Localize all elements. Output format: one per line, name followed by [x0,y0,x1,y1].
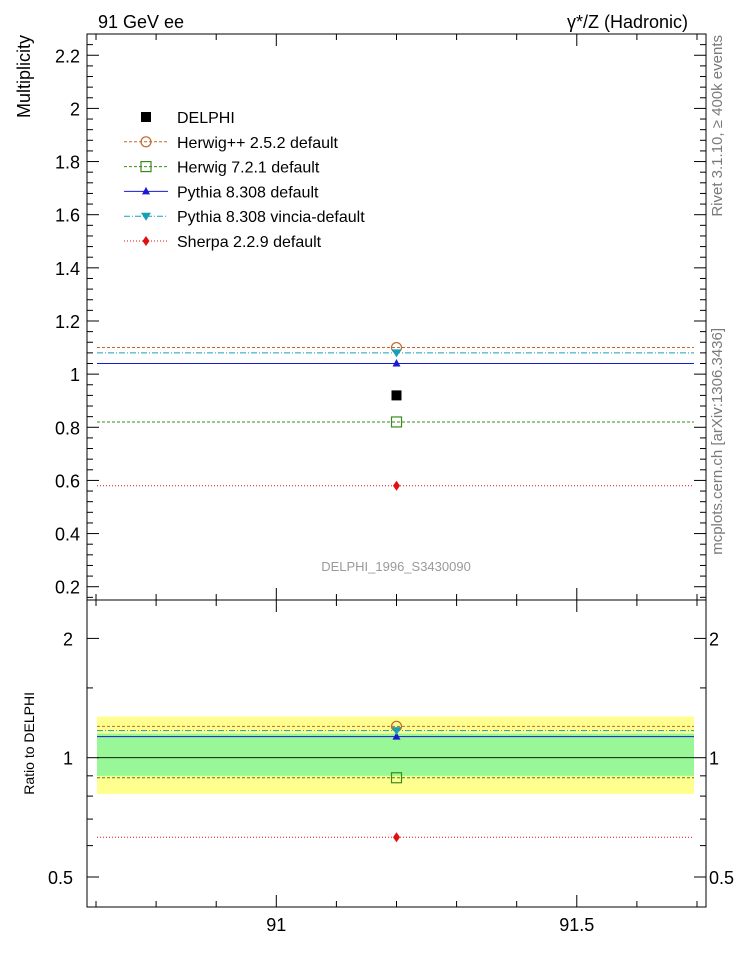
point-delphi-data [391,390,402,401]
legend-marker-pythia-8-308-default [142,186,150,195]
legend-label-sherpa-2-2-9-default: Sherpa 2.2.9 default [177,234,322,251]
ratio-ytick-label-left: 1 [63,749,73,769]
point-sherpa-2-2-9-default [393,480,400,491]
ratio-ytick-label-left: 2 [63,629,73,649]
ratio-ylabel: Ratio to DELPHI [21,692,37,795]
legend-label-pythia-8-308-vincia-default: Pythia 8.308 vincia-default [177,209,365,226]
header-right-label: γ*/Z (Hadronic) [567,12,688,32]
ratio-point-pythia-8-308-vincia-default [391,727,402,736]
ratio-ytick-label-right: 1 [709,749,719,769]
ratio-point-pythia-8-308-default [392,732,401,740]
main-ytick-label: 1.6 [55,206,80,226]
ratio-point-herwig-7-2-1-default [390,772,403,784]
legend-label-delphi: DELPHI [177,110,235,127]
ratio-xtick-label: 91.5 [559,915,594,935]
ratio-ytick-label-right: 2 [709,629,719,649]
legend-label-herwig-2-5-2-default: Herwig++ 2.5.2 default [177,135,339,152]
main-ytick-label: 1.2 [55,312,80,332]
rivet-label: Rivet 3.1.10, ≥ 400k events [709,35,726,217]
ratio-ytick-label-right: 0.5 [709,868,734,888]
mcplots-label: mcplots.cern.ch [arXiv:1306.3436] [709,328,726,555]
legend-label-herwig-7-2-1-default: Herwig 7.2.1 default [177,160,320,177]
main-ytick-label: 0.2 [55,578,80,598]
main-ytick-label: 2.2 [55,46,80,66]
main-panel: 0.2 0.4 0.6 0.8 1 1.2 1.4 1.6 1.8 2 2.2 [55,33,707,601]
header-left-label: 91 GeV ee [98,12,184,32]
main-ytick-label: 0.4 [55,525,80,545]
legend-marker-herwig-2-5-2-default [140,136,152,148]
main-ytick-label: 1.4 [55,259,80,279]
ratio-panel: 91 91.5 0.5 0.5 1 1 2 2 [48,599,734,935]
main-ytick-label: 1 [70,365,80,385]
legend-label-pythia-8-308-default: Pythia 8.308 default [177,184,319,201]
point-pythia-8-308-vincia-default [391,349,402,358]
ratio-ytick-label-left: 0.5 [48,868,73,888]
main-ytick-label: 1.8 [55,153,80,173]
watermark: DELPHI_1996_S3430090 [321,559,471,574]
legend-marker-pythia-8-308-vincia-default [141,212,151,221]
point-herwig-7-2-1-default [390,416,403,428]
band-stat-uncertainty [97,733,694,776]
main-ytick-label: 0.8 [55,418,80,438]
legend-marker-sherpa-2-2-9-default [142,236,150,246]
legend: DELPHI Herwig++ 2.5.2 default Herwig 7.2.1… [124,110,365,251]
ratio-point-sherpa-2-2-9-default [393,832,400,843]
point-pythia-8-308-default [392,359,401,367]
main-ytick-label: 0.6 [55,471,80,491]
main-ytick-label: 2 [70,99,80,119]
legend-marker-delphi [141,112,151,122]
main-ylabel: Multiplicity [14,35,34,118]
ratio-xtick-label: 91 [266,915,286,935]
legend-marker-herwig-7-2-1-default [140,161,152,173]
